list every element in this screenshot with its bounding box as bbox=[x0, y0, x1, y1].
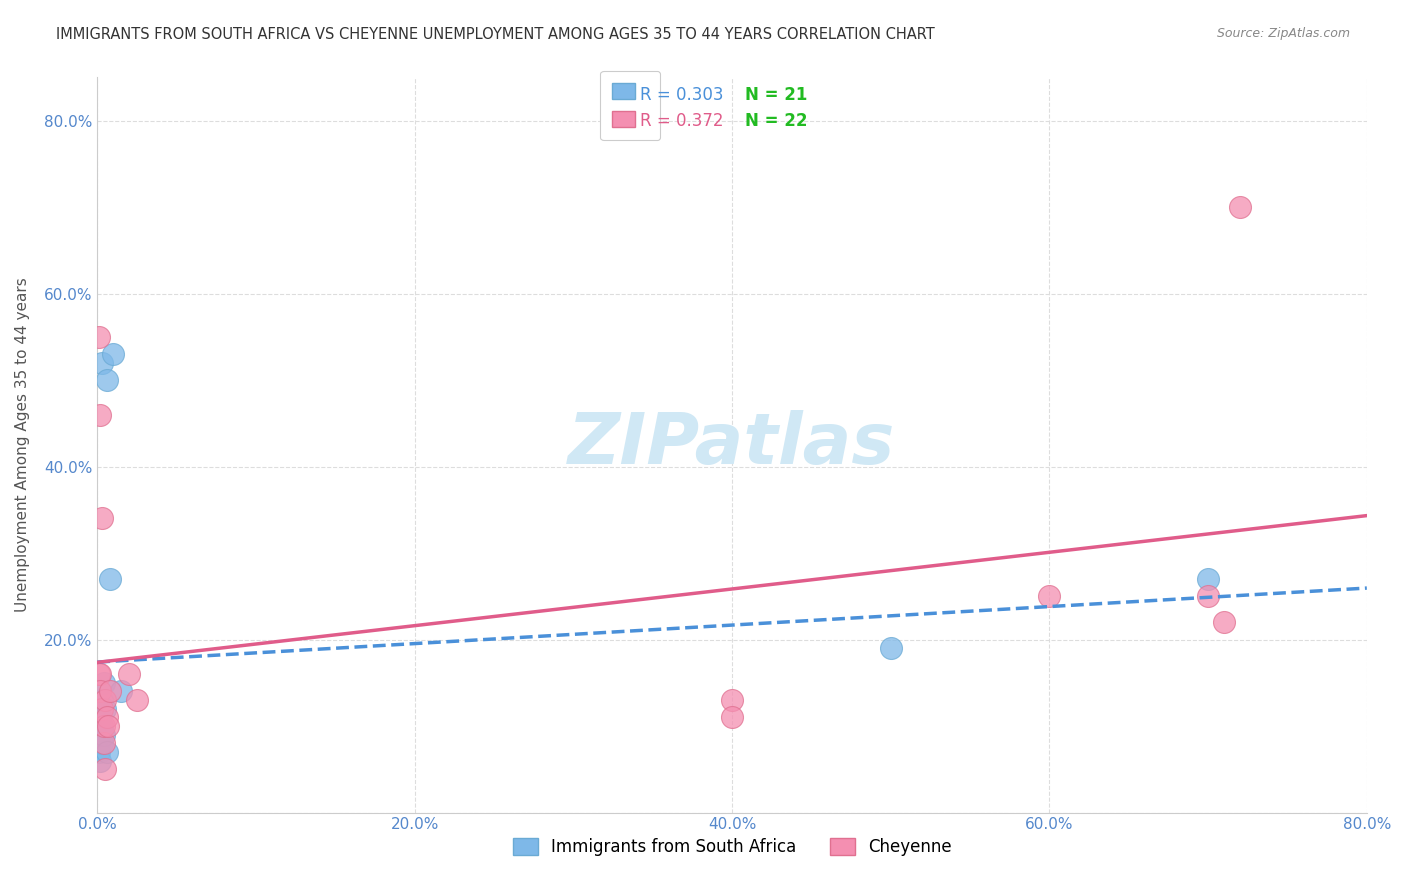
Text: N = 21: N = 21 bbox=[745, 86, 807, 103]
Point bbox=[89, 684, 111, 698]
Point bbox=[118, 667, 141, 681]
Point bbox=[721, 710, 744, 724]
Point bbox=[87, 702, 110, 716]
Point bbox=[91, 693, 114, 707]
Point bbox=[101, 347, 124, 361]
Point bbox=[87, 745, 110, 759]
Point bbox=[1213, 615, 1236, 630]
Point bbox=[87, 667, 110, 681]
Point bbox=[91, 511, 114, 525]
Point bbox=[110, 684, 132, 698]
Point bbox=[89, 754, 111, 768]
Point bbox=[93, 736, 115, 750]
Point bbox=[1197, 590, 1219, 604]
Text: R = 0.372: R = 0.372 bbox=[640, 112, 723, 130]
Point bbox=[96, 710, 118, 724]
Point bbox=[89, 667, 111, 681]
Point bbox=[1229, 200, 1251, 214]
Point bbox=[89, 408, 111, 422]
Text: ZIPatlas: ZIPatlas bbox=[568, 410, 896, 480]
Point bbox=[125, 693, 148, 707]
Y-axis label: Unemployment Among Ages 35 to 44 years: Unemployment Among Ages 35 to 44 years bbox=[15, 277, 30, 613]
Point bbox=[97, 719, 120, 733]
Point bbox=[98, 572, 121, 586]
Point bbox=[94, 693, 117, 707]
Point bbox=[94, 762, 117, 776]
Point bbox=[880, 641, 903, 656]
Point bbox=[721, 693, 744, 707]
Point bbox=[89, 710, 111, 724]
Point bbox=[91, 719, 114, 733]
Point bbox=[93, 675, 115, 690]
Point bbox=[91, 702, 114, 716]
Point bbox=[87, 719, 110, 733]
Point bbox=[91, 356, 114, 370]
Point bbox=[89, 728, 111, 742]
Point bbox=[1197, 572, 1219, 586]
Legend: Immigrants from South Africa, Cheyenne: Immigrants from South Africa, Cheyenne bbox=[506, 831, 957, 863]
Point bbox=[93, 728, 115, 742]
Point bbox=[87, 330, 110, 344]
Point bbox=[93, 719, 115, 733]
Text: N = 22: N = 22 bbox=[745, 112, 807, 130]
Point bbox=[91, 736, 114, 750]
Point bbox=[96, 373, 118, 387]
Point bbox=[96, 745, 118, 759]
Text: Source: ZipAtlas.com: Source: ZipAtlas.com bbox=[1216, 27, 1350, 40]
Point bbox=[94, 702, 117, 716]
Point bbox=[87, 736, 110, 750]
Point bbox=[98, 684, 121, 698]
Point bbox=[1038, 590, 1060, 604]
Text: R = 0.303: R = 0.303 bbox=[640, 86, 723, 103]
Text: IMMIGRANTS FROM SOUTH AFRICA VS CHEYENNE UNEMPLOYMENT AMONG AGES 35 TO 44 YEARS : IMMIGRANTS FROM SOUTH AFRICA VS CHEYENNE… bbox=[56, 27, 935, 42]
